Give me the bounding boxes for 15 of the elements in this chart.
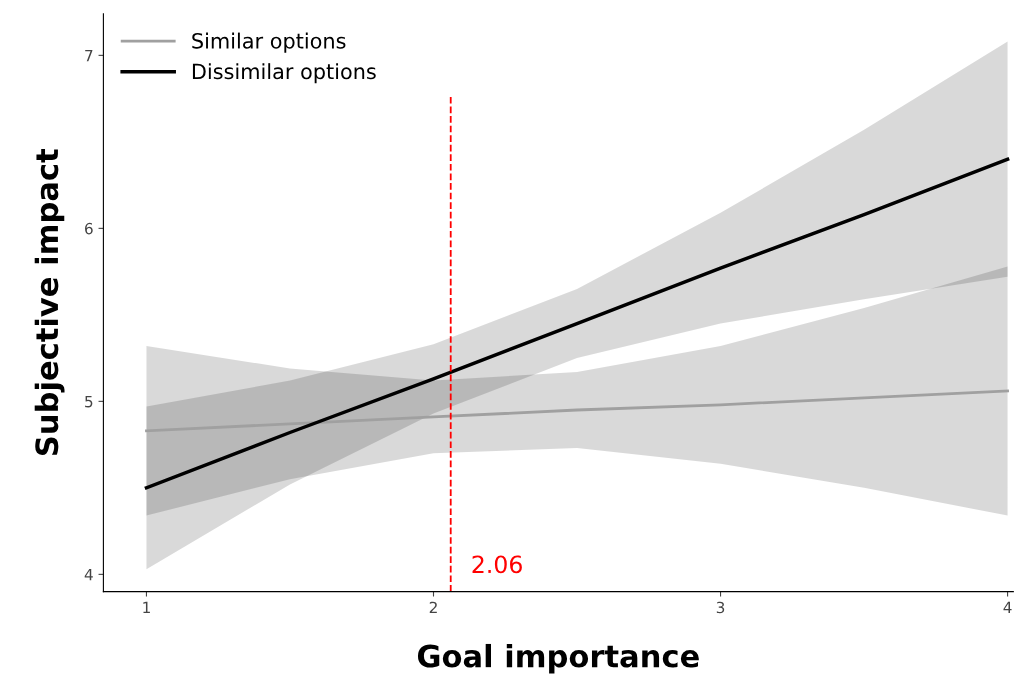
x-tick-label: 1 xyxy=(143,601,150,613)
y-tick-label: 6 xyxy=(85,222,93,235)
y-tick-label: 7 xyxy=(85,50,93,62)
x-tick-label: 4 xyxy=(1003,601,1012,613)
y-tick-label: 4 xyxy=(84,569,93,581)
y-tick-label: 5 xyxy=(85,396,93,408)
line-series xyxy=(144,157,1010,490)
x-tick-label: 2 xyxy=(429,601,437,613)
x-tick-label: 3 xyxy=(716,601,725,614)
legend-label: Similar options xyxy=(192,32,346,53)
ref-line-label: 2.06 xyxy=(472,555,522,574)
x-axis-title: Goal importance xyxy=(417,643,699,674)
line-series xyxy=(145,389,1009,433)
y-axis-title: Subjective impact xyxy=(34,149,65,455)
legend-label: Dissimilar options xyxy=(192,63,376,84)
